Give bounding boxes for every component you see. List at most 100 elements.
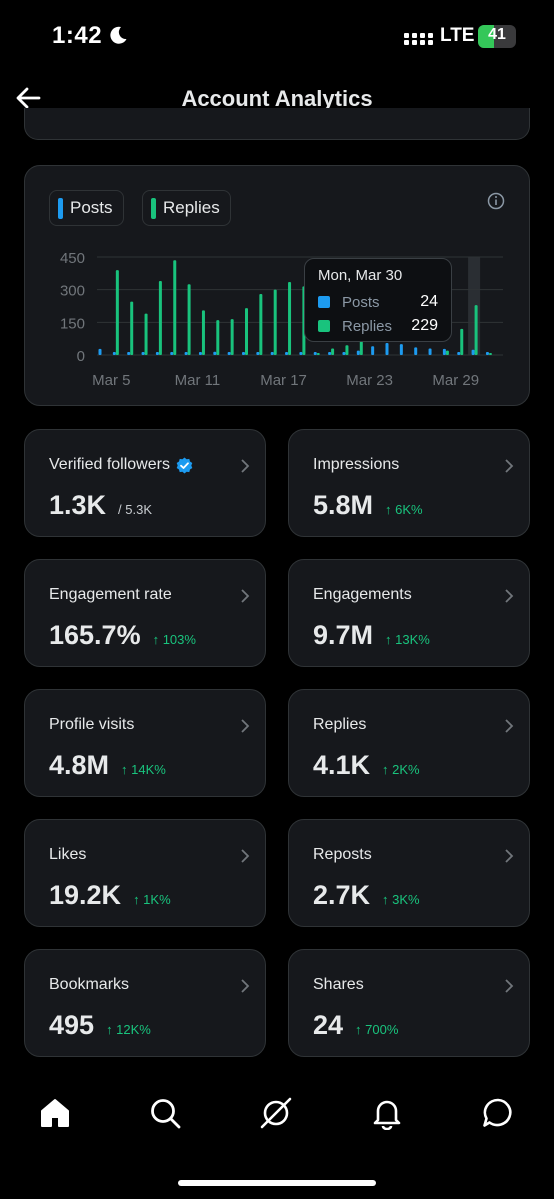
bar-posts — [213, 351, 217, 355]
x-tick-label: Mar 17 — [260, 372, 307, 389]
page-title: Account Analytics — [181, 86, 373, 111]
stat-label: Profile visits — [49, 716, 135, 733]
stat-change: ↑ 700% — [355, 1022, 399, 1037]
bar-replies — [288, 282, 292, 355]
tooltip-replies-value: 229 — [411, 317, 438, 334]
tooltip-replies-swatch — [318, 320, 330, 332]
bar-replies — [173, 260, 177, 355]
stat-total: / 5.3K — [118, 502, 153, 517]
bar-posts — [227, 352, 231, 355]
stat-card-shares[interactable]: Shares 24 ↑ 700% — [288, 949, 530, 1057]
stat-card-impressions[interactable]: Impressions 5.8M ↑ 6K% — [288, 429, 530, 537]
bar-posts — [457, 352, 461, 355]
chevron-right-icon — [505, 459, 514, 473]
bar-replies — [259, 294, 263, 355]
bar-replies — [245, 308, 248, 355]
bottom-nav — [0, 1080, 554, 1152]
stat-value-row: 9.7M ↑ 13K% — [313, 620, 430, 651]
stat-label: Shares — [313, 976, 364, 993]
messages-icon[interactable] — [481, 1096, 515, 1130]
stat-card-profile-visits[interactable]: Profile visits 4.8M ↑ 14K% — [24, 689, 266, 797]
stat-value-row: 495 ↑ 12K% — [49, 1010, 151, 1041]
tooltip-replies-label: Replies — [342, 317, 393, 335]
chevron-right-icon — [241, 719, 250, 733]
posts-swatch — [58, 197, 63, 219]
y-tick-label: 450 — [60, 250, 85, 267]
previous-card-edge — [24, 108, 530, 140]
tooltip-posts-label: Posts — [342, 293, 380, 311]
bar-replies — [230, 319, 234, 355]
verified-badge-icon — [176, 457, 193, 473]
stat-label: Engagement rate — [49, 586, 172, 603]
stat-card-engagements[interactable]: Engagements 9.7M ↑ 13K% — [288, 559, 530, 667]
bar-posts — [127, 352, 131, 355]
replies-swatch — [151, 197, 156, 219]
bar-replies — [488, 353, 492, 355]
stat-card-reposts[interactable]: Reposts 2.7K ↑ 3K% — [288, 819, 530, 927]
bar-posts — [313, 352, 317, 355]
header: Account Analytics — [0, 70, 554, 126]
bar-replies — [273, 289, 277, 355]
status-time: 1:42 — [52, 22, 103, 49]
battery-fill — [478, 25, 494, 48]
chevron-right-icon — [505, 979, 514, 993]
network-label: LTE — [440, 25, 475, 46]
arrow-left-icon[interactable] — [14, 84, 42, 112]
stat-value-row: 19.2K ↑ 1K% — [49, 880, 171, 911]
stat-value-row: 24 ↑ 700% — [313, 1010, 398, 1041]
stat-card-engagement-rate[interactable]: Engagement rate 165.7% ↑ 103% — [24, 559, 266, 667]
chart-tooltip: Mon, Mar 30 Posts 24 Replies 229 — [304, 258, 452, 342]
chevron-right-icon — [241, 589, 250, 603]
bar-posts — [256, 352, 260, 355]
activity-chart-card: Posts Replies 450 300 150 0 Mar 5 Mar 11 Mar 1… — [24, 165, 530, 406]
legend-replies[interactable]: Replies — [142, 190, 231, 226]
y-tick-label: 300 — [60, 283, 85, 300]
stat-value: 495 — [49, 1010, 95, 1040]
stat-value: 9.7M — [313, 620, 374, 650]
info-icon[interactable] — [487, 192, 505, 210]
stat-value: 165.7% — [49, 620, 141, 650]
home-icon[interactable] — [38, 1096, 72, 1130]
stat-value: 2.7K — [313, 880, 371, 910]
y-tick-label: 150 — [60, 315, 85, 332]
bar-posts — [112, 352, 116, 355]
search-icon[interactable] — [148, 1096, 182, 1130]
bar-posts — [170, 352, 174, 355]
bar-posts — [270, 352, 274, 355]
stat-change: ↑ 13K% — [385, 632, 430, 647]
highlight-column — [468, 257, 481, 355]
stat-value-row: 5.8M ↑ 6K% — [313, 490, 423, 521]
bar-replies — [345, 345, 349, 355]
stat-card-replies[interactable]: Replies 4.1K ↑ 2K% — [288, 689, 530, 797]
stat-value-row: 4.8M ↑ 14K% — [49, 750, 166, 781]
activity-chart[interactable]: 450 300 150 0 Mar 5 Mar 11 Mar 17 Mar 23 Mar 29 — [25, 166, 531, 407]
x-tick-label: Mar 11 — [175, 372, 221, 389]
stat-label: Likes — [49, 846, 87, 863]
tooltip-row-posts: Posts 24 — [318, 290, 438, 314]
stat-value: 24 — [313, 1010, 344, 1040]
stat-card-verified-followers[interactable]: Verified followers 1.3K / 5.3K — [24, 429, 266, 537]
stat-change: ↑ 12K% — [106, 1022, 151, 1037]
legend-posts[interactable]: Posts — [49, 190, 124, 226]
legend-posts-label: Posts — [70, 198, 113, 217]
stat-card-bookmarks[interactable]: Bookmarks 495 ↑ 12K% — [24, 949, 266, 1057]
bar-replies — [316, 353, 320, 355]
stat-change: ↑ 103% — [152, 632, 196, 647]
grok-icon[interactable] — [259, 1096, 293, 1130]
stat-card-likes[interactable]: Likes 19.2K ↑ 1K% — [24, 819, 266, 927]
bar-posts — [299, 352, 303, 355]
notifications-icon[interactable] — [370, 1096, 404, 1130]
stat-value: 19.2K — [49, 880, 122, 910]
bar-posts — [141, 352, 145, 355]
bar-posts — [356, 350, 360, 355]
bar-posts — [98, 348, 102, 355]
chevron-right-icon — [505, 849, 514, 863]
bar-posts — [399, 344, 403, 355]
stat-label: Reposts — [313, 846, 372, 863]
bar-posts — [428, 348, 432, 355]
tooltip-date: Mon, Mar 30 — [318, 267, 403, 284]
x-tick-label: Mar 23 — [346, 372, 393, 389]
stat-value-row: 165.7% ↑ 103% — [49, 620, 196, 651]
battery-icon: 41 — [478, 25, 516, 48]
stat-change: ↑ 6K% — [385, 502, 423, 517]
